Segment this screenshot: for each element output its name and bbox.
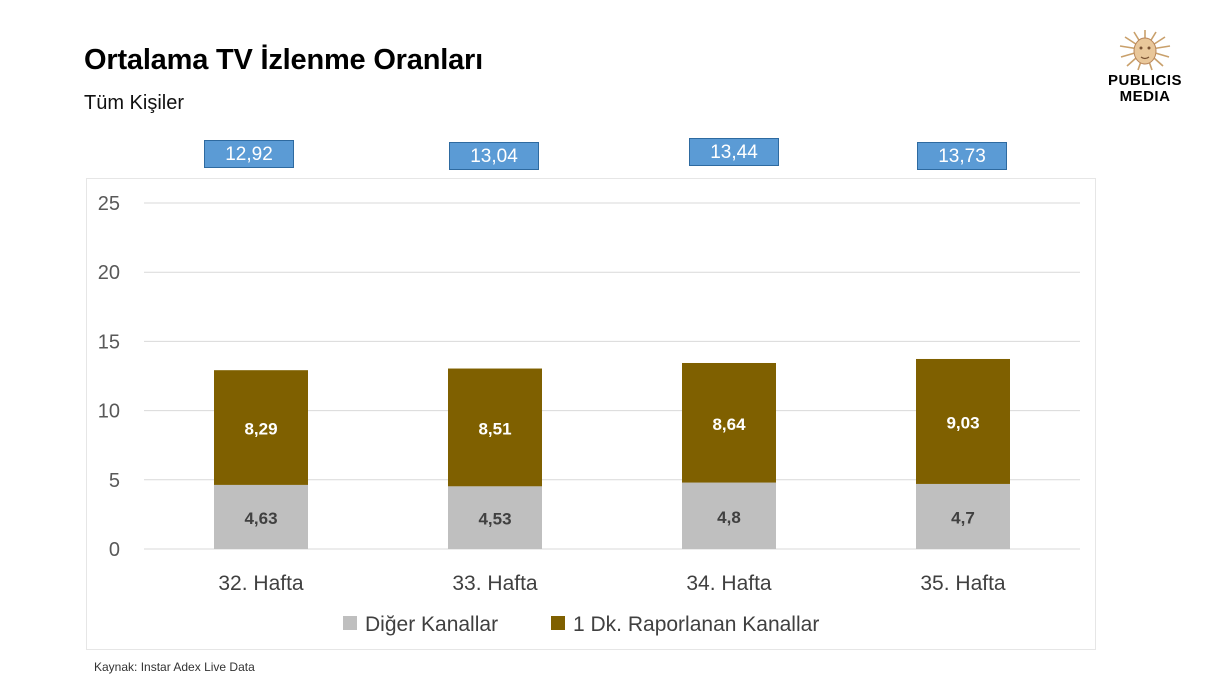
data-label: 4,53 [478, 510, 511, 529]
y-tick-label: 15 [98, 331, 120, 353]
bar-segment [682, 482, 776, 549]
publicis-media-logo: PUBLICIS MEDIA [1090, 28, 1200, 118]
x-tick-label: 35. Hafta [920, 572, 1006, 595]
legend-label: 1 Dk. Raporlanan Kanallar [573, 613, 819, 636]
bar-segment [214, 484, 308, 549]
data-label: 4,8 [717, 508, 741, 527]
data-label: 8,51 [478, 419, 511, 438]
bar-segment [448, 368, 542, 487]
data-label: 4,7 [951, 508, 975, 527]
plot-area [86, 178, 1096, 650]
x-tick-label: 34. Hafta [686, 572, 772, 595]
total-label-33: 13,04 [449, 142, 539, 170]
x-tick-label: 33. Hafta [452, 572, 538, 595]
total-label-32: 12,92 [204, 140, 294, 168]
y-tick-label: 10 [98, 401, 120, 423]
data-label: 8,64 [712, 415, 746, 434]
legend-swatch [343, 616, 357, 630]
legend-label: Diğer Kanallar [365, 613, 498, 636]
bar-segment [448, 486, 542, 549]
page-title: Ortalama TV İzlenme Oranları [84, 44, 483, 76]
data-label: 9,03 [946, 413, 979, 432]
y-tick-label: 5 [109, 470, 120, 492]
page-subtitle: Tüm Kişiler [84, 92, 185, 114]
data-label: 4,63 [244, 509, 277, 528]
bar-segment [214, 370, 308, 485]
total-label-34: 13,44 [689, 138, 779, 166]
bar-segment [916, 483, 1010, 549]
data-label: 8,29 [244, 420, 277, 439]
legend-swatch [551, 616, 565, 630]
lion-head-icon [1119, 30, 1171, 71]
y-tick-label: 25 [98, 193, 120, 215]
y-tick-label: 0 [109, 539, 120, 561]
source-note: Kaynak: Instar Adex Live Data [94, 660, 255, 674]
logo-text-publicis: PUBLICIS [1107, 72, 1182, 89]
bar-segment [682, 362, 776, 483]
logo-text-media: MEDIA [1119, 88, 1171, 105]
bar-segment [916, 358, 1010, 484]
x-tick-label: 32. Hafta [218, 572, 304, 595]
total-label-35: 13,73 [917, 142, 1007, 170]
y-tick-label: 20 [98, 262, 120, 284]
